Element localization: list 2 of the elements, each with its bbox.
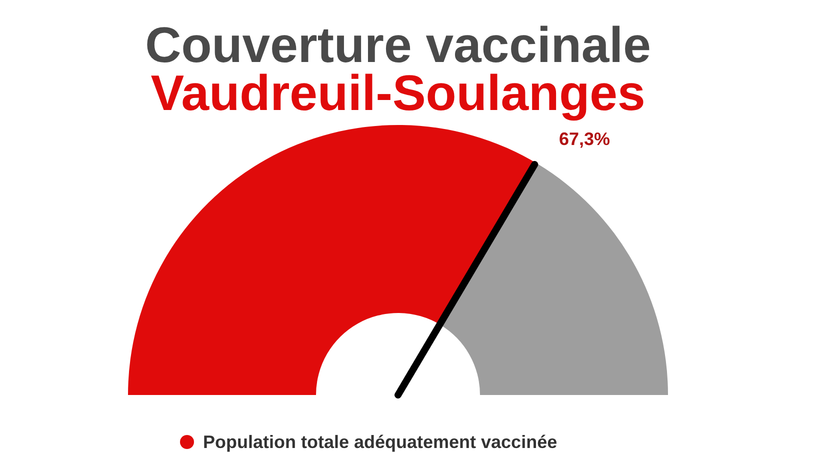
data-label: 67,3%: [559, 129, 610, 150]
legend-label: Population totale adéquatement vaccinée: [203, 432, 558, 452]
